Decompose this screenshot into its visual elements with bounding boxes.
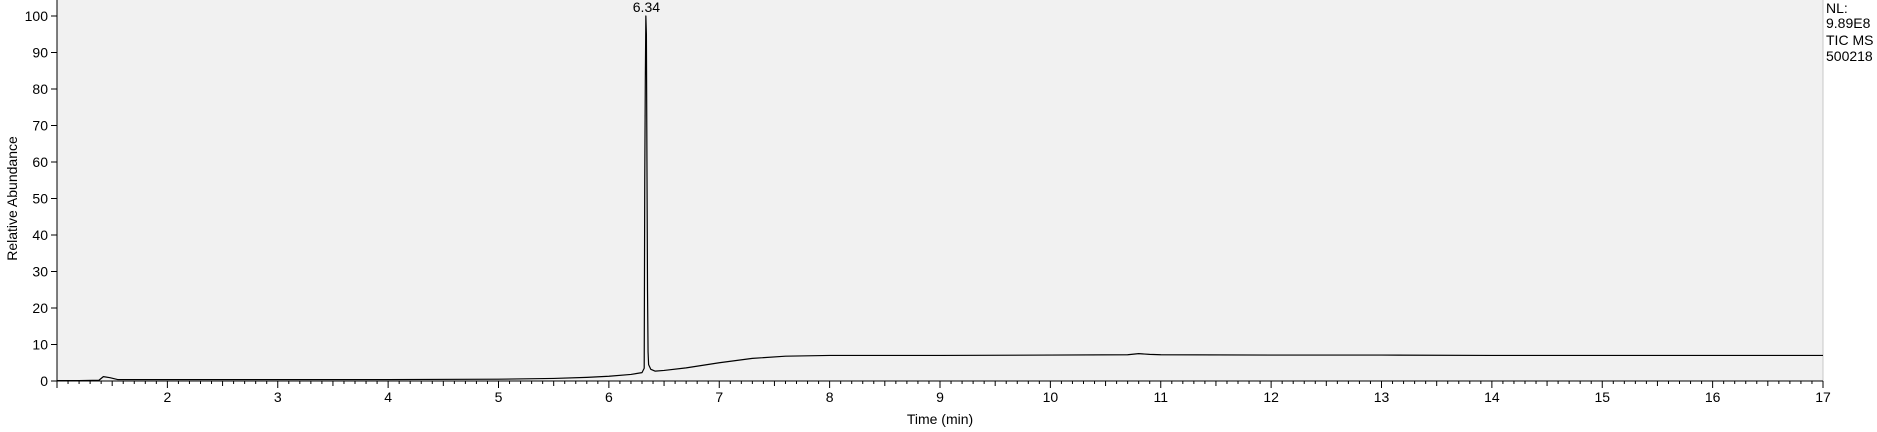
y-tick-label: 80: [32, 81, 48, 97]
y-tick-label: 10: [32, 337, 48, 353]
y-tick-label: 60: [32, 154, 48, 170]
y-tick-label: 0: [40, 373, 48, 389]
x-tick-label: 11: [1153, 389, 1168, 405]
x-tick-label: 8: [826, 389, 834, 405]
x-tick-label: 13: [1374, 389, 1390, 405]
y-tick-label: 40: [32, 227, 48, 243]
x-tick-label: 16: [1705, 389, 1721, 405]
y-tick-label: 20: [32, 300, 48, 316]
nl-value: 9.89E8: [1826, 15, 1871, 31]
x-tick-label: 4: [384, 389, 392, 405]
trace-type: TIC MS: [1826, 32, 1874, 48]
y-tick-label: 50: [32, 191, 48, 207]
y-tick-label: 90: [32, 45, 48, 61]
x-tick-label: 17: [1815, 389, 1831, 405]
x-tick-label: 9: [936, 389, 944, 405]
y-tick-label: 70: [32, 118, 48, 134]
plot-area: [57, 0, 1823, 381]
y-tick-label: 30: [32, 264, 48, 280]
x-tick-label: 5: [495, 389, 503, 405]
series-group: [57, 15, 1823, 382]
x-tick-label: 2: [163, 389, 171, 405]
nl-label: NL:: [1826, 0, 1848, 16]
x-tick-label: 14: [1484, 389, 1500, 405]
x-axis: 2 3 4 5 6 7 8 9 10 11 12 13 14 15 16 17: [56, 380, 1831, 405]
x-tick-label: 12: [1263, 389, 1279, 405]
x-tick-label: 3: [274, 389, 282, 405]
sample-id: 500218: [1826, 48, 1873, 64]
y-tick-label: 100: [25, 8, 49, 24]
tic-trace-line: [57, 15, 1823, 382]
x-tick-label: 15: [1594, 389, 1610, 405]
x-axis-label: Time (min): [907, 411, 973, 427]
x-tick-label: 10: [1043, 389, 1059, 405]
y-axis-label: Relative Abundance: [4, 136, 20, 261]
x-tick-label: 6: [605, 389, 613, 405]
peak-label: 6.34: [633, 0, 660, 15]
x-tick-label: 7: [715, 389, 723, 405]
y-axis: 0 10 20 30 40 50 60 70 80 90 100: [25, 0, 1824, 389]
peak-labels: 6.34: [633, 0, 660, 15]
